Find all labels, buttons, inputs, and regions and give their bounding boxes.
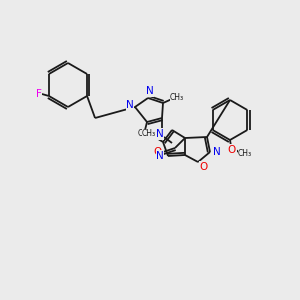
Text: N: N	[156, 129, 164, 139]
Text: O: O	[154, 147, 162, 157]
Text: N: N	[126, 100, 134, 110]
Text: N: N	[146, 86, 154, 96]
Text: F: F	[36, 89, 42, 99]
Text: CH₃: CH₃	[138, 130, 152, 139]
Text: CH₃: CH₃	[142, 130, 156, 139]
Text: CH₃: CH₃	[170, 92, 184, 101]
Text: O: O	[228, 145, 236, 155]
Text: CH₃: CH₃	[238, 148, 252, 158]
Text: N: N	[156, 151, 164, 161]
Text: N: N	[213, 147, 221, 157]
Text: O: O	[200, 162, 208, 172]
Text: H: H	[148, 129, 156, 139]
